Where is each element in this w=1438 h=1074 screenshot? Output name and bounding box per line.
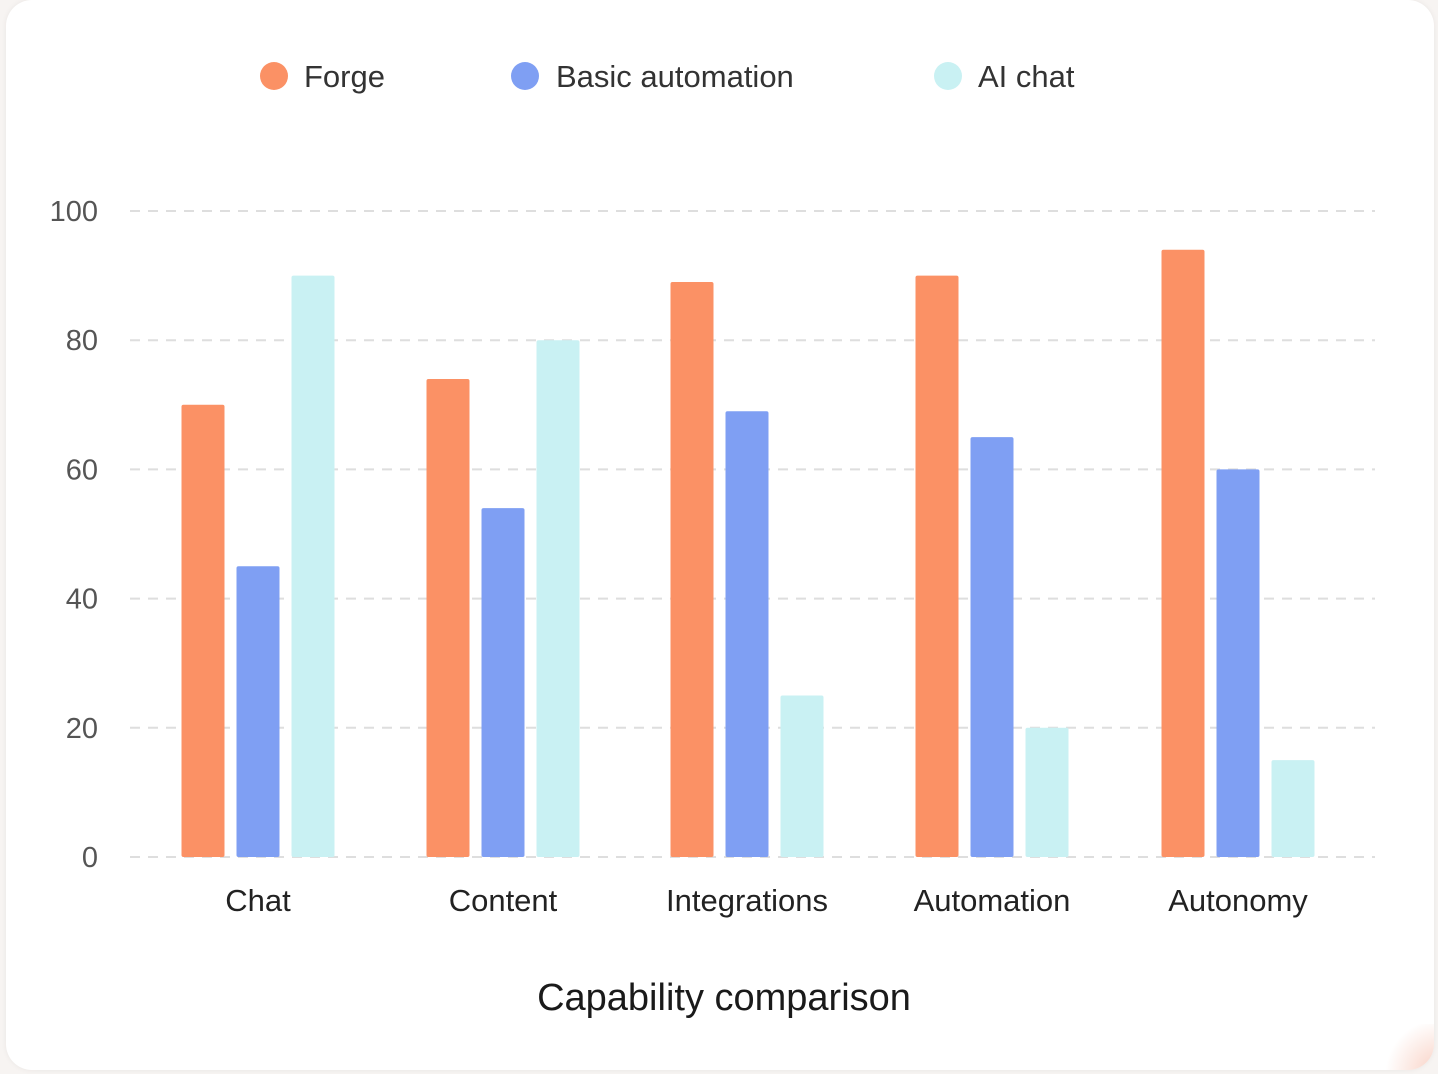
bar-forge-automation [915,275,959,858]
legend-label: Basic automation [556,59,794,94]
bar-basic-automation-automation [970,437,1014,857]
x-category-label: Content [449,883,558,918]
legend-item-basic-automation: Basic automation [511,59,794,94]
bar-basic-automation-chat [236,566,280,857]
legend-label: Forge [304,59,385,94]
legend: Forge Basic automation AI chat [260,59,1075,94]
legend-label: AI chat [978,59,1075,94]
y-tick-label: 0 [82,842,98,874]
bar-ai-chat-autonomy [1271,760,1315,857]
chart-title: Capability comparison [537,977,911,1019]
legend-item-forge: Forge [260,59,385,94]
bar-basic-automation-integrations [725,411,769,857]
x-category-label: Autonomy [1168,883,1308,918]
legend-swatch [934,62,962,90]
bar-basic-automation-autonomy [1216,469,1260,857]
grid-lines [130,210,1375,858]
bar-ai-chat-content [536,340,580,857]
bar-basic-automation-content [481,508,525,857]
x-category-label: Chat [225,883,291,918]
y-tick-label: 80 [66,325,98,357]
y-tick-label: 60 [66,454,98,486]
legend-swatch [260,62,288,90]
y-axis: 0 20 40 60 80 100 [50,196,98,874]
legend-swatch [511,62,539,90]
bar-ai-chat-integrations [780,695,824,857]
bar-ai-chat-chat [291,275,335,858]
x-axis: Chat Content Integrations Automation Autonom… [225,883,1308,918]
x-category-label: Automation [914,883,1071,918]
bar-ai-chat-automation [1025,727,1069,857]
bar-forge-content [426,378,470,857]
y-tick-label: 20 [66,713,98,745]
legend-item-ai-chat: AI chat [934,59,1075,94]
y-tick-label: 40 [66,584,98,616]
y-tick-label: 100 [50,196,98,228]
bar-forge-chat [181,404,225,857]
x-category-label: Integrations [666,883,828,918]
corner-glow [1380,1024,1434,1070]
bars [181,249,1315,858]
bar-forge-integrations [670,282,714,857]
bar-forge-autonomy [1161,249,1205,857]
